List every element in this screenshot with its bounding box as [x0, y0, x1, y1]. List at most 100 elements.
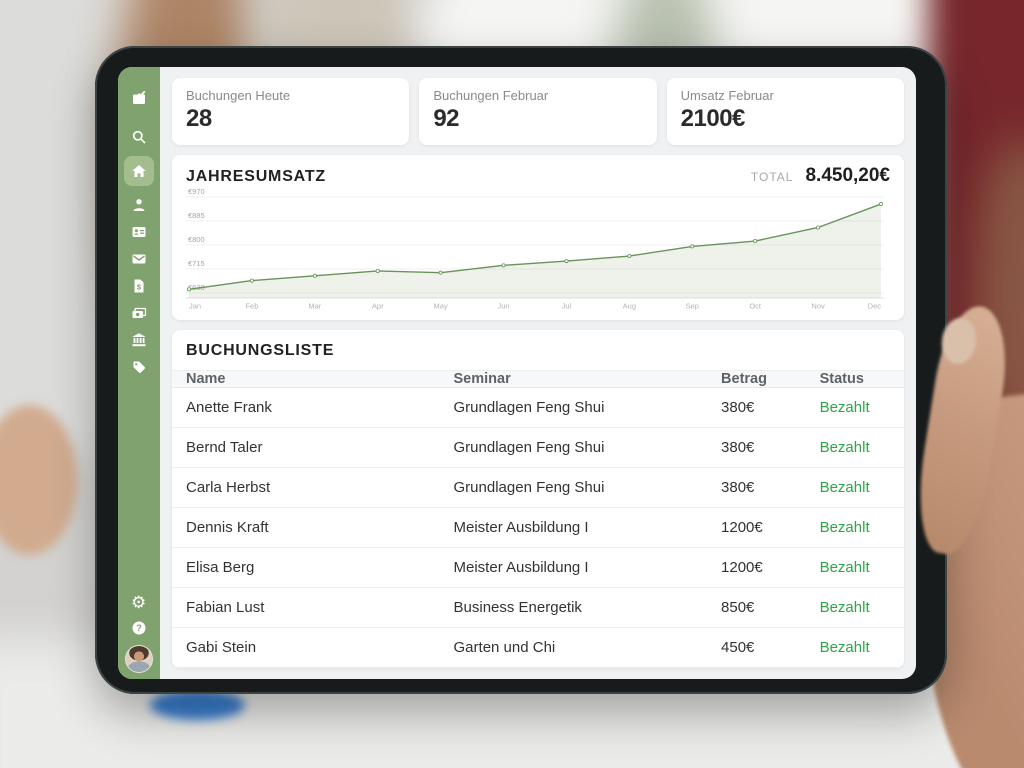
tablet-screen: $ ⚙? Buchungen Heute 28 Buchungen Februa… — [118, 67, 916, 679]
cell-betrag: 850€ — [721, 599, 755, 616]
stat-label: Buchungen Februar — [433, 88, 549, 103]
total-value: 8.450,20€ — [805, 165, 890, 186]
mail-icon — [131, 251, 147, 267]
main-content: Buchungen Heute 28 Buchungen Februar 92 … — [160, 67, 916, 679]
home-icon — [131, 163, 147, 179]
svg-text:Jul: Jul — [562, 302, 572, 311]
column-header-seminar: Seminar — [453, 371, 511, 387]
sidebar-top: $ — [124, 67, 154, 375]
cell-seminar: Garten und Chi — [453, 639, 556, 656]
jahresumsatz-chart: €630 €715 €800 €885 €970 Jan Feb Mar Apr May Jun Ju… — [186, 187, 884, 311]
buchungsliste-card: BUCHUNGSLISTE Name Seminar Betrag Status… — [172, 330, 904, 668]
cell-status: Bezahlt — [819, 479, 870, 496]
sidebar-item-search[interactable] — [131, 129, 147, 145]
cell-name: Carla Herbst — [186, 479, 271, 496]
invoice-icon: $ — [131, 278, 147, 294]
sidebar-item-payments[interactable] — [131, 305, 147, 321]
search-icon — [131, 129, 147, 145]
contacts-icon — [131, 224, 147, 240]
stat-label: Umsatz Februar — [680, 88, 774, 103]
sidebar-item-invoice[interactable]: $ — [131, 278, 147, 294]
cell-betrag: 450€ — [721, 639, 755, 656]
cell-status: Bezahlt — [819, 639, 870, 656]
table-row: Gabi Stein Garten und Chi 450€ Bezahlt — [172, 628, 904, 668]
svg-text:€885: €885 — [188, 211, 205, 220]
cell-betrag: 1200€ — [721, 519, 763, 536]
person-icon — [131, 197, 147, 213]
sidebar-item-help[interactable]: ? — [131, 620, 147, 636]
stat-value: 2100€ — [680, 105, 746, 132]
svg-text:Apr: Apr — [372, 302, 384, 311]
stat-card-buchungen-februar: Buchungen Februar 92 — [419, 78, 657, 145]
help-icon: ? — [131, 620, 147, 636]
svg-text:Feb: Feb — [245, 302, 258, 311]
jahresumsatz-card: JAHRESUMSATZ TOTAL 8.450,20€ €630 €715 €80… — [172, 155, 904, 320]
svg-text:€630: €630 — [188, 283, 205, 292]
bookings-icon — [131, 89, 147, 105]
stat-value: 92 — [433, 105, 460, 132]
column-header-betrag: Betrag — [721, 371, 767, 387]
sidebar-item-bank[interactable] — [131, 332, 147, 348]
cell-name: Anette Frank — [186, 399, 272, 416]
stat-card-umsatz-februar: Umsatz Februar 2100€ — [666, 78, 904, 145]
chart-header: JAHRESUMSATZ TOTAL 8.450,20€ — [186, 165, 890, 187]
stat-card-buchungen-heute: Buchungen Heute 28 — [172, 78, 410, 145]
cell-status: Bezahlt — [819, 559, 870, 576]
cell-name: Gabi Stein — [186, 639, 257, 656]
cell-name: Fabian Lust — [186, 599, 265, 616]
cell-betrag: 380€ — [721, 439, 755, 456]
sidebar-item-settings[interactable]: ⚙ — [131, 595, 147, 612]
svg-text:Oct: Oct — [749, 302, 762, 311]
cell-seminar: Business Energetik — [453, 599, 582, 616]
cell-seminar: Grundlagen Feng Shui — [453, 439, 605, 456]
sidebar-item-person[interactable] — [131, 197, 147, 213]
table-header: Name Seminar Betrag Status — [172, 370, 904, 388]
cell-betrag: 1200€ — [721, 559, 763, 576]
table-body: Anette Frank Grundlagen Feng Shui 380€ Beza… — [172, 388, 904, 668]
svg-text:Aug: Aug — [623, 302, 636, 311]
cell-status: Bezahlt — [819, 439, 870, 456]
cell-betrag: 380€ — [721, 399, 755, 416]
svg-text:Mar: Mar — [308, 302, 321, 311]
cell-name: Bernd Taler — [186, 439, 263, 456]
svg-text:May: May — [434, 302, 448, 311]
cell-seminar: Meister Ausbildung I — [453, 519, 589, 536]
sidebar-item-bookings[interactable] — [131, 89, 147, 105]
svg-text:$: $ — [137, 282, 142, 291]
user-avatar[interactable] — [125, 645, 153, 673]
table-row: Fabian Lust Business Energetik 850€ Bezahlt — [172, 588, 904, 628]
cell-seminar: Meister Ausbildung I — [453, 559, 589, 576]
left-hand-finger — [0, 405, 77, 555]
svg-text:Dec: Dec — [868, 302, 882, 311]
stat-label: Buchungen Heute — [186, 88, 291, 103]
table-row: Anette Frank Grundlagen Feng Shui 380€ Beza… — [172, 388, 904, 428]
svg-text:€970: €970 — [188, 189, 205, 196]
cell-status: Bezahlt — [819, 399, 870, 416]
chart-total: TOTAL 8.450,20€ — [751, 165, 890, 187]
tablet-device: $ ⚙? Buchungen Heute 28 Buchungen Februa… — [95, 46, 947, 694]
cell-seminar: Grundlagen Feng Shui — [453, 399, 605, 416]
svg-text:?: ? — [136, 623, 142, 633]
cell-name: Elisa Berg — [186, 559, 255, 576]
column-header-status: Status — [819, 371, 864, 387]
cell-status: Bezahlt — [819, 599, 870, 616]
tag-icon — [131, 359, 147, 375]
svg-text:Jan: Jan — [189, 302, 201, 311]
svg-text:€715: €715 — [188, 259, 205, 268]
column-header-name: Name — [186, 371, 226, 387]
sidebar: $ ⚙? — [118, 67, 160, 679]
sidebar-item-tag[interactable] — [131, 359, 147, 375]
sidebar-item-home[interactable] — [124, 156, 154, 186]
table-row: Bernd Taler Grundlagen Feng Shui 380€ Bezah… — [172, 428, 904, 468]
table-title: BUCHUNGSLISTE — [186, 342, 335, 359]
stat-cards-row: Buchungen Heute 28 Buchungen Februar 92 … — [172, 78, 904, 145]
chart-title: JAHRESUMSATZ — [186, 168, 326, 185]
sidebar-item-mail[interactable] — [131, 251, 147, 267]
table-row: Elisa Berg Meister Ausbildung I 1200€ Bezah… — [172, 548, 904, 588]
stat-value: 28 — [186, 105, 212, 132]
sidebar-item-contacts[interactable] — [131, 224, 147, 240]
svg-text:Jun: Jun — [497, 302, 509, 311]
background-blue-object — [150, 690, 245, 720]
svg-text:€800: €800 — [188, 235, 205, 244]
